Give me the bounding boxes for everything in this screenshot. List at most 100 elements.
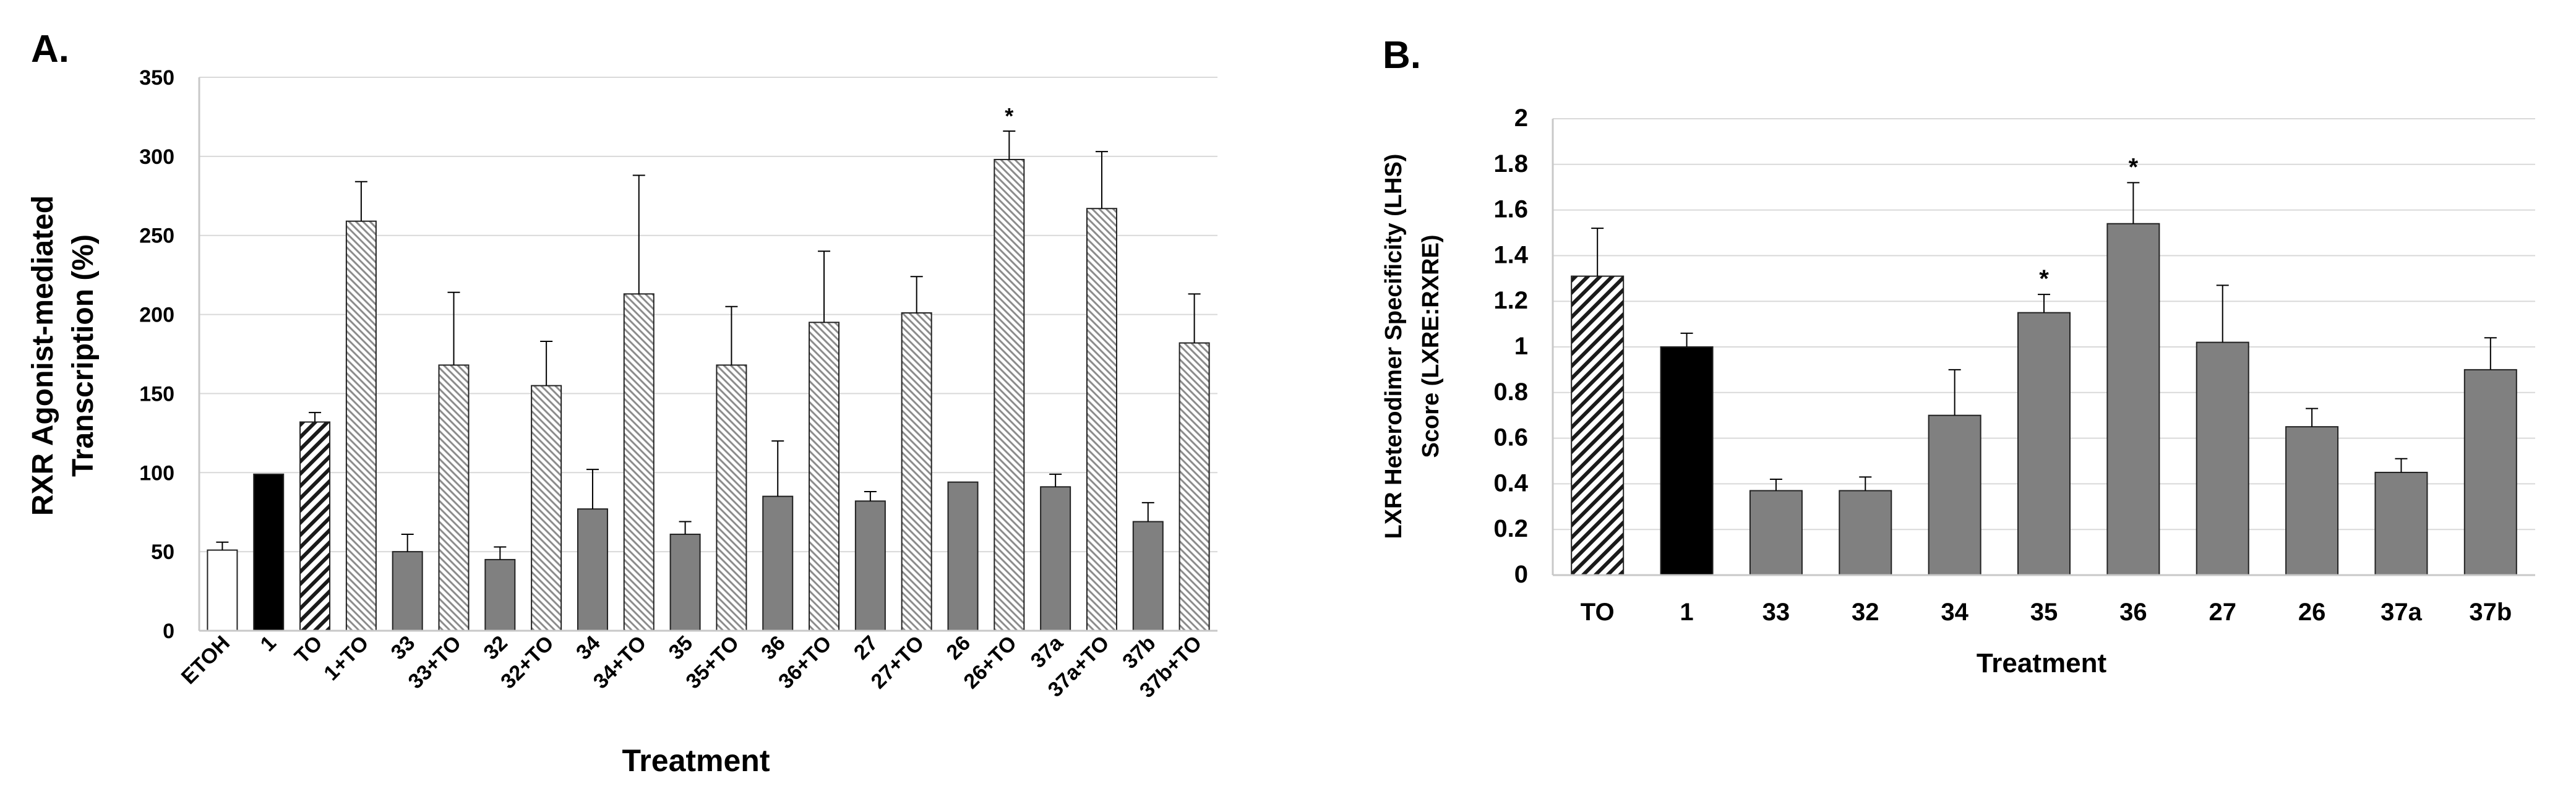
y-tick-label: 50 bbox=[151, 540, 174, 564]
bar-32 bbox=[484, 558, 516, 632]
y-tick-label: 0.6 bbox=[1493, 424, 1528, 451]
x-tick-label: 36 bbox=[2119, 599, 2147, 626]
x-tick-label: 36+TO bbox=[774, 631, 836, 694]
panel-b-bars bbox=[1571, 223, 2517, 576]
x-tick-label: 32 bbox=[479, 631, 512, 665]
y-tick-label: 0.2 bbox=[1493, 515, 1528, 542]
y-tick-label: 150 bbox=[139, 382, 174, 406]
x-tick-label: 35 bbox=[664, 631, 698, 665]
x-tick-label: 1+TO bbox=[319, 631, 373, 685]
x-tick-label: 1 bbox=[1680, 599, 1693, 626]
x-tick-label: 35 bbox=[2030, 599, 2058, 626]
bar-37a bbox=[1040, 486, 1071, 631]
x-tick-label: 32+TO bbox=[496, 631, 559, 694]
y-tick-label: 250 bbox=[139, 224, 174, 248]
bar-33+TO bbox=[438, 364, 470, 632]
y-tick-label: 100 bbox=[139, 461, 174, 485]
bar-35 bbox=[2017, 312, 2071, 576]
x-tick-label: 1 bbox=[256, 631, 281, 656]
x-tick-label: 32 bbox=[1852, 599, 1879, 626]
y-tick-label: 0.4 bbox=[1493, 469, 1528, 497]
bar-37a+TO bbox=[1086, 208, 1117, 631]
bar-36+TO bbox=[809, 322, 840, 631]
panel-b-y-axis-title-line2: Score (LXRE:RXRE) bbox=[1418, 234, 1444, 458]
x-tick-label: 33 bbox=[1762, 599, 1790, 626]
significance-mark: * bbox=[2039, 265, 2049, 292]
panel-a-x-axis-title: Treatment bbox=[622, 743, 770, 778]
y-tick-label: 1.2 bbox=[1493, 287, 1528, 314]
y-tick-label: 200 bbox=[139, 304, 174, 327]
bar-33 bbox=[392, 551, 423, 632]
bar-34 bbox=[577, 508, 608, 631]
panel-a-y-axis-title-line2: Transcription (%) bbox=[67, 234, 100, 477]
bar-37b bbox=[1132, 521, 1164, 631]
bar-ETOH bbox=[207, 549, 238, 631]
panel-a-error-bars bbox=[216, 130, 1201, 560]
panel-a-significance-marks: * bbox=[1005, 103, 1013, 129]
panel-b-significance-marks: ** bbox=[2039, 153, 2138, 292]
bar-27+TO bbox=[901, 312, 932, 631]
bar-34+TO bbox=[623, 293, 655, 632]
x-tick-label: 27+TO bbox=[867, 631, 929, 694]
y-tick-label: 1.8 bbox=[1493, 150, 1528, 177]
bar-27 bbox=[854, 500, 886, 631]
x-tick-label: 34 bbox=[1941, 599, 1968, 626]
bar-26 bbox=[947, 481, 979, 632]
panel-b-x-axis-title: Treatment bbox=[1977, 648, 2107, 678]
x-tick-label: 37b bbox=[2469, 599, 2512, 626]
bar-32+TO bbox=[531, 385, 562, 632]
y-tick-label: 1.4 bbox=[1493, 241, 1528, 268]
x-tick-label: ETOH bbox=[177, 631, 234, 689]
x-tick-label: 35+TO bbox=[681, 631, 744, 694]
panel-b-y-axis-title-line1: LXR Heterodimer Specificity (LHS) bbox=[1381, 154, 1407, 539]
bar-26+TO bbox=[994, 158, 1025, 631]
bar-33 bbox=[1749, 490, 1803, 576]
x-tick-label: 26+TO bbox=[959, 631, 1021, 694]
bar-36 bbox=[2106, 223, 2160, 576]
bar-37b+TO bbox=[1179, 342, 1210, 631]
significance-mark: * bbox=[1005, 103, 1013, 129]
x-tick-label: 37a bbox=[2381, 599, 2422, 626]
x-tick-label: TO bbox=[1581, 599, 1615, 626]
bar-37a bbox=[2374, 471, 2428, 576]
bar-1 bbox=[253, 473, 285, 631]
panel-b-error-bars bbox=[1591, 182, 2497, 491]
bar-1 bbox=[1660, 346, 1714, 576]
panel-a-y-axis-title-line1: RXR Agonist-mediated bbox=[27, 195, 59, 516]
x-tick-label: 27 bbox=[2209, 599, 2236, 626]
y-tick-label: 0 bbox=[163, 620, 174, 643]
panel-b-label: B. bbox=[1383, 34, 1421, 77]
x-tick-label: 26 bbox=[2298, 599, 2326, 626]
y-tick-label: 0 bbox=[1514, 561, 1528, 588]
x-tick-label: 27 bbox=[849, 631, 883, 665]
x-tick-label: 34 bbox=[572, 631, 605, 665]
y-tick-label: 1.6 bbox=[1493, 196, 1528, 223]
bar-35 bbox=[669, 534, 701, 631]
x-tick-label: 33+TO bbox=[404, 631, 466, 694]
bar-36 bbox=[762, 495, 794, 632]
bar-26 bbox=[2285, 426, 2339, 576]
panel-b-y-tick-labels: 0 0.2 0.4 0.6 0.8 1 1.2 1.4 1.6 1.8 2 bbox=[1493, 105, 1528, 588]
bar-32 bbox=[1839, 490, 1892, 576]
y-tick-label: 2 bbox=[1514, 105, 1528, 132]
panel-b: B. 00.20.40.60.811.21.41.61.82 ** TO 1 33 3… bbox=[1381, 34, 2535, 678]
x-tick-label: TO bbox=[290, 631, 327, 668]
y-tick-label: 350 bbox=[139, 66, 174, 90]
x-tick-label: 33 bbox=[387, 631, 420, 665]
bar-27 bbox=[2196, 341, 2249, 576]
panel-b-x-tick-labels: TO 1 33 32 34 35 36 27 26 37a 37b bbox=[1581, 599, 2512, 626]
bar-34 bbox=[1928, 414, 1981, 576]
panel-a-bars bbox=[207, 158, 1210, 632]
x-tick-label: 34+TO bbox=[589, 631, 651, 694]
bar-1+TO bbox=[345, 220, 377, 631]
y-tick-label: 300 bbox=[139, 145, 174, 169]
x-tick-label: 36 bbox=[757, 631, 790, 665]
bar-TO bbox=[299, 421, 331, 631]
y-tick-label: 0.8 bbox=[1493, 378, 1528, 406]
significance-mark: * bbox=[2129, 153, 2139, 181]
x-tick-label: 26 bbox=[942, 631, 976, 665]
bar-TO bbox=[1571, 275, 1625, 576]
panel-a-label: A. bbox=[31, 28, 69, 70]
